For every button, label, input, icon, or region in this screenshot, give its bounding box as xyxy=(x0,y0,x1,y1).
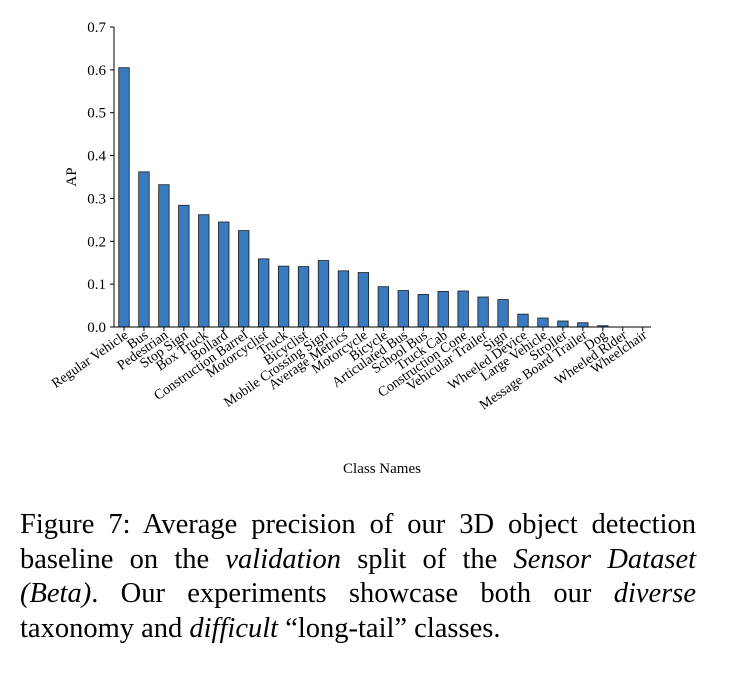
bar xyxy=(497,299,509,328)
bar xyxy=(517,313,529,328)
caption-text-3: . Our experiments showcase both our xyxy=(91,578,592,609)
y-tick-label: 0.5 xyxy=(87,106,106,122)
bar xyxy=(457,290,469,328)
caption-label: Figure 7: xyxy=(20,509,131,540)
bar xyxy=(437,291,449,328)
bar xyxy=(477,296,489,328)
bar xyxy=(238,230,250,328)
bars xyxy=(118,67,609,328)
bar xyxy=(297,266,310,328)
y-axis-ticks: 0.0 0.1 0.2 0.3 0.4 0.5 0.6 0.7 xyxy=(87,20,114,336)
y-axis-label: AP xyxy=(64,167,80,186)
bar xyxy=(118,67,130,328)
bar xyxy=(397,290,409,328)
y-tick-label: 0.1 xyxy=(87,277,106,293)
bar xyxy=(257,258,270,328)
bar xyxy=(158,184,170,328)
bar xyxy=(577,322,589,328)
x-axis-label: Class Names xyxy=(343,461,421,477)
bar xyxy=(557,320,569,328)
bar xyxy=(277,265,290,328)
y-tick-label: 0.2 xyxy=(87,234,106,250)
y-tick-label: 0.4 xyxy=(87,149,106,165)
bar xyxy=(178,204,190,328)
bar xyxy=(198,214,210,328)
bar xyxy=(377,286,390,328)
y-tick-label: 0.7 xyxy=(87,20,106,36)
caption-text-1: Average precision of our 3D object detec… xyxy=(20,509,696,575)
bar-chart: 0.0 0.1 0.2 0.3 0.4 0.5 0.6 0.7 Regular Vehicle… xyxy=(49,20,651,477)
bar xyxy=(218,221,230,328)
caption-text-4: taxonomy and xyxy=(20,612,183,644)
bar xyxy=(417,294,429,328)
bar xyxy=(537,317,549,328)
caption-diverse: diverse xyxy=(613,578,696,609)
caption-validation: validation xyxy=(225,543,341,575)
y-tick-label: 0.3 xyxy=(87,191,106,207)
figure-caption: Figure 7: Average precision of our 3D ob… xyxy=(20,508,696,646)
bar xyxy=(337,270,350,328)
caption-difficult: difficult xyxy=(189,612,279,644)
y-tick-label: 0.6 xyxy=(87,63,106,79)
caption-dataset: Sensor Dataset (Beta) xyxy=(20,543,697,610)
bar xyxy=(357,272,370,328)
caption-text-5: “long-tail” classes. xyxy=(285,612,501,644)
y-tick-label: 0.0 xyxy=(87,320,106,336)
bar xyxy=(138,171,150,328)
caption-text-2: split of the xyxy=(357,543,498,575)
bar xyxy=(317,260,330,328)
